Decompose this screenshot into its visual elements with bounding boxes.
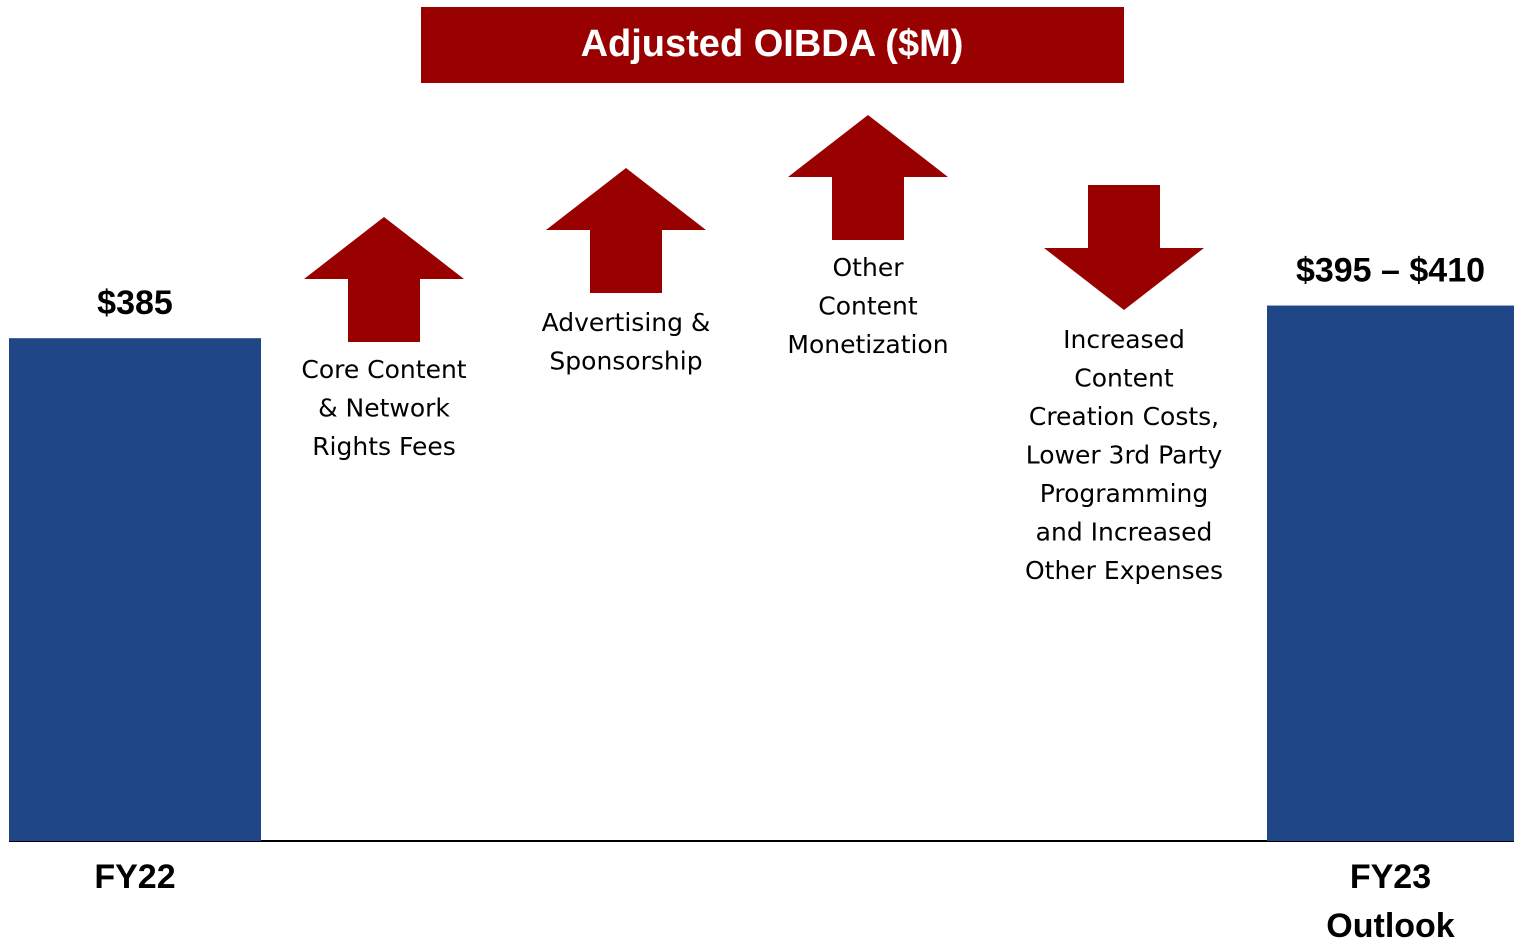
driver-label: Rights Fees — [312, 432, 456, 461]
driver-arrow — [788, 115, 948, 240]
chart-title: Adjusted OIBDA ($M) — [581, 23, 964, 65]
driver-label: Sponsorship — [549, 347, 702, 376]
driver-label: Programming — [1040, 479, 1209, 508]
value-label: $395 – $410 — [1296, 252, 1485, 290]
x-tick-label: FY23 Outlook — [1326, 858, 1455, 945]
bar — [1267, 305, 1514, 841]
driver-label: Increased — [1063, 325, 1185, 354]
driver-label: and Increased — [1036, 518, 1213, 547]
driver-label: Other — [833, 253, 905, 282]
driver-label: & Network — [318, 394, 450, 423]
title-box — [421, 7, 1124, 83]
driver-label: Other Expenses — [1025, 556, 1223, 585]
driver-label: Advertising & — [542, 308, 711, 337]
driver-label: Content — [818, 292, 918, 321]
bar — [9, 338, 261, 841]
x-tick-label: FY22 — [94, 858, 175, 896]
driver-label: Core Content — [301, 355, 466, 384]
driver-arrow — [546, 168, 706, 293]
driver-label: Creation Costs, — [1029, 402, 1219, 431]
driver-arrow — [304, 217, 464, 342]
driver-arrow — [1044, 185, 1204, 310]
driver-label: Monetization — [787, 330, 948, 359]
driver-label: Content — [1074, 364, 1174, 393]
driver-label: Lower 3rd Party — [1026, 441, 1223, 470]
value-label: $385 — [97, 284, 173, 322]
